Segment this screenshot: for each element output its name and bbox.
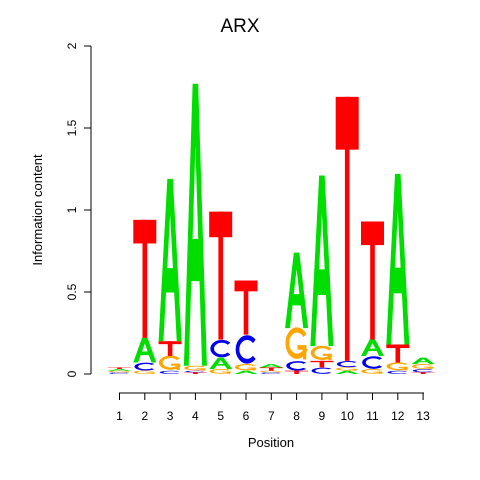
x-tick-label: 5 <box>217 409 224 423</box>
x-tick-label: 10 <box>341 409 355 423</box>
letter-A <box>285 252 309 329</box>
letter-T <box>108 367 131 370</box>
letter-A <box>259 364 283 368</box>
x-tick-label: 6 <box>243 409 250 423</box>
letter-C <box>286 361 307 371</box>
letter-A <box>234 370 258 374</box>
letter-C <box>235 335 256 364</box>
y-tick-label: 1 <box>65 206 79 213</box>
logo-stack-position-1 <box>108 367 131 374</box>
letter-G <box>412 364 434 369</box>
letter-C <box>336 361 357 368</box>
y-tick-label: 1.5 <box>65 119 79 136</box>
letter-C <box>134 362 155 371</box>
logo-stack-position-4 <box>183 83 207 374</box>
letter-C <box>109 372 130 374</box>
letter-A <box>386 173 410 345</box>
x-tick-label: 9 <box>319 409 326 423</box>
letter-A <box>108 369 131 371</box>
letter-C <box>362 356 383 369</box>
letter-G <box>108 370 131 373</box>
letter-C <box>185 370 206 373</box>
letter-T <box>335 96 359 361</box>
letter-C <box>159 370 180 374</box>
logo-stack-position-6 <box>234 280 258 374</box>
letter-G <box>285 327 308 360</box>
letter-G <box>386 362 409 371</box>
letter-G <box>209 369 232 374</box>
letter-T <box>285 370 309 374</box>
logo-stack-position-8 <box>285 252 309 374</box>
logo-stack-position-7 <box>259 364 283 374</box>
letter-G <box>260 370 283 373</box>
x-ticks: 1 2 3 4 5 6 7 8 9 10 11 12 13 <box>116 393 430 423</box>
letter-C <box>210 339 231 358</box>
logo-stacks <box>108 83 435 374</box>
letter-A <box>310 175 334 347</box>
logo-stack-position-10 <box>335 96 359 374</box>
x-tick-label: 1 <box>116 409 123 423</box>
x-axis: 1 2 3 4 5 6 7 8 9 10 11 12 13 <box>116 392 430 423</box>
letter-T <box>209 211 233 340</box>
letter-T <box>259 367 283 371</box>
letter-T <box>361 221 384 340</box>
x-axis-label: Position <box>248 435 294 450</box>
letter-G <box>310 345 333 361</box>
x-tick-label: 7 <box>268 409 275 423</box>
letter-C <box>261 372 281 374</box>
y-tick-label: 2 <box>65 42 79 49</box>
y-axis-label: Information content <box>30 154 45 266</box>
letter-A <box>411 357 435 365</box>
logo-stack-position-9 <box>310 175 334 374</box>
x-tick-label: 12 <box>391 409 405 423</box>
logo-stack-position-13 <box>411 357 435 374</box>
letter-G <box>184 365 207 371</box>
x-tick-label: 13 <box>416 409 430 423</box>
x-tick-label: 8 <box>293 409 300 423</box>
letter-T <box>158 341 182 356</box>
letter-A <box>361 339 384 356</box>
chart-title: ARX <box>220 16 259 37</box>
letter-T <box>386 344 410 363</box>
logo-stack-position-2 <box>133 219 157 374</box>
x-tick-label: 2 <box>141 409 148 423</box>
letter-A <box>158 178 182 342</box>
y-axis: 0 0.5 1 1.5 2 <box>65 42 92 377</box>
x-tick-label: 4 <box>192 409 199 423</box>
letter-T <box>234 280 258 335</box>
logo-stack-position-3 <box>158 178 182 374</box>
letter-T <box>310 360 334 368</box>
logo-stack-position-12 <box>386 173 410 374</box>
letter-T <box>133 219 157 338</box>
x-tick-label: 11 <box>366 409 379 423</box>
logo-stack-position-11 <box>361 221 384 374</box>
letter-G <box>159 355 181 371</box>
letter-C <box>387 370 408 374</box>
letter-T <box>411 372 435 374</box>
letter-A <box>335 370 359 374</box>
letter-A <box>183 83 207 366</box>
y-ticks: 0 0.5 1 1.5 2 <box>65 42 91 377</box>
letter-C <box>311 367 332 374</box>
letter-G <box>361 369 384 374</box>
x-tick-label: 3 <box>167 409 174 423</box>
logo-stack-position-5 <box>209 211 233 374</box>
letter-C <box>412 369 433 373</box>
letter-G <box>336 367 359 371</box>
letter-G <box>133 370 156 374</box>
letter-A <box>209 357 233 370</box>
letter-A <box>133 337 157 363</box>
letter-T <box>183 372 207 374</box>
y-tick-label: 0 <box>65 370 79 377</box>
y-tick-label: 0.5 <box>65 283 79 300</box>
letter-G <box>234 364 257 371</box>
